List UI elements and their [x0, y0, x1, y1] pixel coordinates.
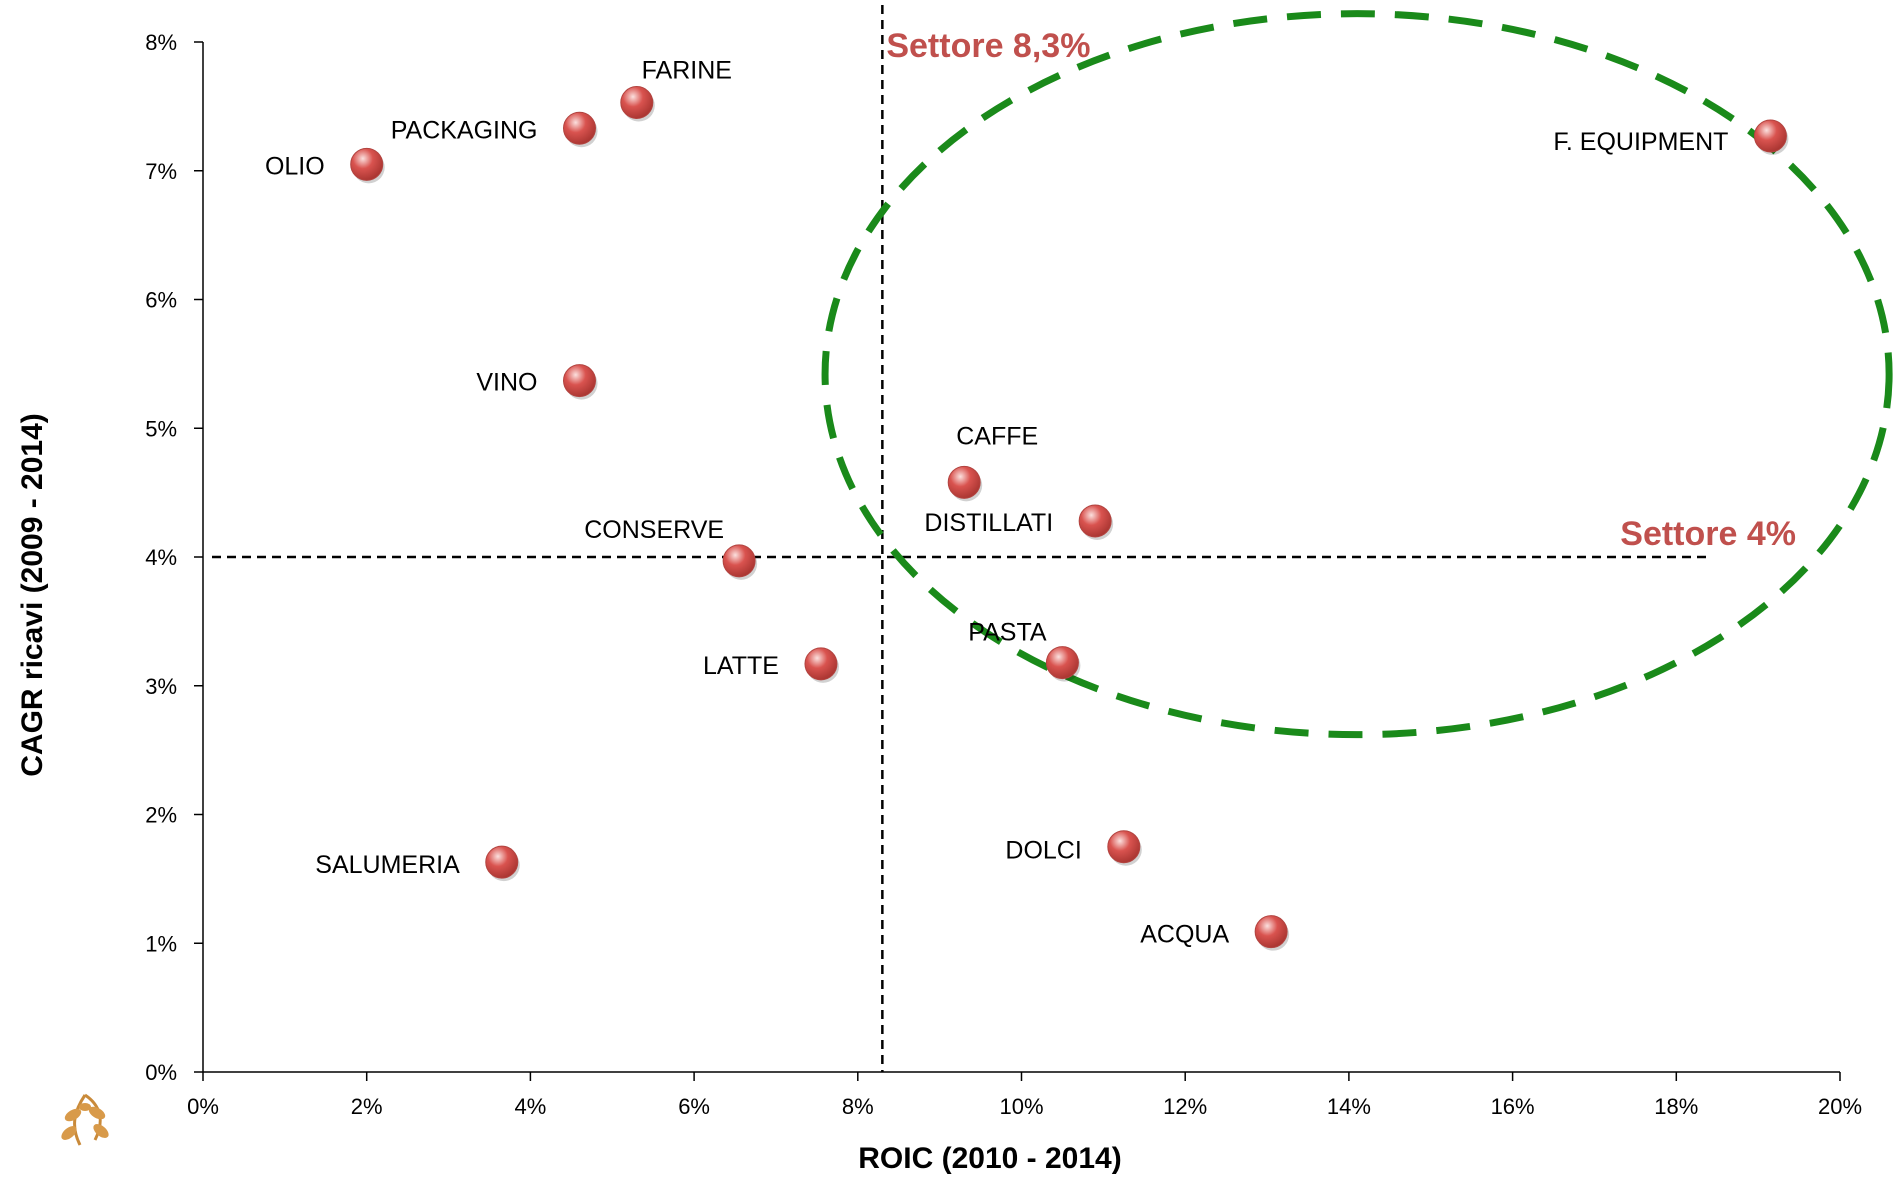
data-point [563, 364, 597, 398]
data-point [1078, 504, 1112, 538]
y-tick-label: 3% [145, 674, 177, 699]
x-tick-label: 0% [187, 1094, 219, 1119]
x-tick-label: 20% [1818, 1094, 1862, 1119]
data-point [722, 544, 756, 578]
data-point [1107, 830, 1141, 864]
point-label: F. EQUIPMENT [1553, 128, 1728, 156]
x-tick-label: 2% [351, 1094, 383, 1119]
data-point [1254, 915, 1288, 949]
point-label: DISTILLATI [924, 509, 1053, 537]
y-tick-label: 6% [145, 288, 177, 313]
x-tick-label: 10% [999, 1094, 1043, 1119]
y-tick-label: 1% [145, 931, 177, 956]
y-tick-label: 8% [145, 30, 177, 55]
data-point [350, 147, 384, 181]
x-tick-label: 18% [1654, 1094, 1698, 1119]
logo-emblem [61, 1093, 109, 1146]
reference-label-cagr: Settore 4% [1620, 515, 1796, 553]
data-point [1045, 646, 1079, 680]
point-label: CAFFE [956, 422, 1038, 450]
x-tick-label: 4% [515, 1094, 547, 1119]
point-label: FARINE [642, 57, 732, 85]
data-point [563, 111, 597, 145]
y-tick-label: 0% [145, 1060, 177, 1085]
point-label: LATTE [703, 652, 779, 680]
y-tick-label: 2% [145, 803, 177, 828]
point-label: PASTA [968, 619, 1047, 647]
data-point [485, 845, 519, 879]
point-label: PACKAGING [391, 116, 538, 144]
x-axis-title: ROIC (2010 - 2014) [858, 1142, 1121, 1175]
point-label: OLIO [265, 152, 325, 180]
point-label: ACQUA [1140, 921, 1229, 949]
x-tick-label: 14% [1327, 1094, 1371, 1119]
point-label: CONSERVE [584, 516, 724, 544]
data-point [1753, 119, 1787, 153]
data-point [804, 647, 838, 681]
y-tick-label: 7% [145, 159, 177, 184]
point-label: VINO [476, 369, 537, 397]
x-tick-label: 16% [1491, 1094, 1535, 1119]
y-tick-label: 4% [145, 545, 177, 570]
data-point [620, 86, 654, 120]
point-label: SALUMERIA [315, 851, 460, 879]
point-label: DOLCI [1005, 837, 1081, 865]
highlight-ellipse [821, 10, 1893, 739]
y-tick-label: 5% [145, 416, 177, 441]
x-tick-label: 6% [678, 1094, 710, 1119]
x-tick-label: 12% [1163, 1094, 1207, 1119]
reference-label-roic: Settore 8,3% [886, 27, 1090, 65]
x-tick-label: 8% [842, 1094, 874, 1119]
data-point [947, 465, 981, 499]
y-axis-title: CAGR ricavi (2009 - 2014) [16, 413, 49, 777]
